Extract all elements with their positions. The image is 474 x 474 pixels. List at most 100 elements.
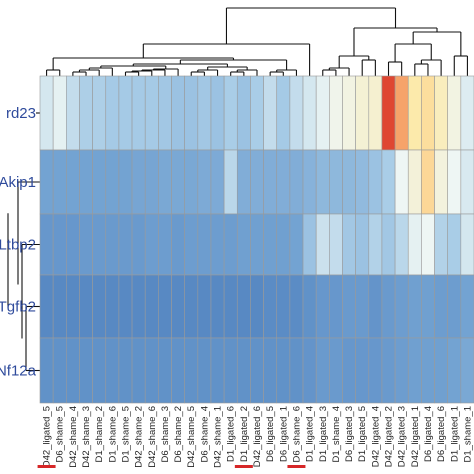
heatmap-cell	[407, 274, 422, 339]
heatmap-cell	[394, 213, 409, 276]
column-label: D6_ligated_3	[344, 406, 355, 462]
column-label: D1_ligated_5	[357, 406, 368, 462]
column-label: D1_shame_2	[94, 406, 105, 463]
heatmap-cell	[210, 337, 225, 404]
heatmap-cell	[447, 213, 462, 276]
heatmap-cell	[315, 75, 330, 151]
heatmap-cell	[236, 274, 251, 339]
heatmap-cell	[52, 75, 67, 151]
heatmap-cell	[236, 75, 251, 151]
heatmap-cell	[39, 149, 54, 215]
heatmap-cell	[158, 213, 172, 276]
heatmap-cell	[131, 337, 146, 404]
heatmap-cell	[368, 337, 383, 404]
row-label: Nf12a	[0, 363, 37, 380]
heatmap-cell	[434, 337, 448, 404]
heatmap-cell	[118, 75, 133, 151]
heatmap-cell	[79, 149, 93, 215]
heatmap-cell	[329, 149, 343, 215]
heatmap-cell	[263, 75, 278, 151]
heatmap-cell	[302, 149, 317, 215]
heatmap-cell	[131, 75, 146, 151]
heatmap-cell	[66, 213, 80, 276]
heatmap-cell	[236, 213, 251, 276]
column-label: D1_ligated_4	[305, 406, 316, 462]
heatmap-cell	[197, 75, 212, 151]
heatmap-cell	[52, 149, 67, 215]
heatmap-cell	[447, 75, 462, 151]
heatmap-cell	[250, 213, 264, 276]
heatmap-cell	[421, 337, 435, 404]
highlight-marker	[37, 465, 56, 468]
row-label: rd23	[6, 105, 36, 122]
heatmap-cell	[421, 213, 435, 276]
heatmap-cell	[315, 274, 330, 339]
heatmap-cell	[276, 149, 291, 215]
heatmap-cell	[329, 213, 343, 276]
heatmap-cell	[447, 337, 462, 404]
heatmap-cell	[342, 274, 356, 339]
heatmap-cell	[355, 274, 370, 339]
heatmap-cell	[315, 213, 330, 276]
heatmap-cell	[197, 337, 212, 404]
heatmap-cell	[184, 337, 199, 404]
column-label: D42_ligated_6	[252, 406, 263, 467]
heatmap-cell	[223, 213, 238, 276]
heatmap-cell	[52, 337, 67, 404]
heatmap-cell	[250, 337, 264, 404]
row-label: Akip1	[0, 174, 36, 191]
heatmap-cell	[131, 213, 146, 276]
heatmap-cell	[92, 337, 107, 404]
heatmap-cell	[368, 213, 383, 276]
column-label: D1_shame_4	[331, 406, 342, 463]
heatmap-cells	[39, 75, 474, 404]
heatmap-cell	[210, 149, 225, 215]
heatmap-cell	[407, 337, 422, 404]
heatmap-cell	[315, 337, 330, 404]
column-label: D42_ligated_1	[410, 406, 421, 467]
heatmap-cell	[263, 149, 278, 215]
heatmap-cell	[289, 75, 304, 151]
heatmap-cell	[394, 274, 409, 339]
heatmap-cell	[302, 337, 317, 404]
heatmap-cell	[342, 149, 356, 215]
heatmap-cell	[223, 75, 238, 151]
heatmap-cell	[92, 213, 107, 276]
heatmap-cell	[144, 337, 159, 404]
heatmap-cell	[79, 75, 93, 151]
heatmap-cell	[79, 274, 93, 339]
heatmap-cell	[355, 149, 370, 215]
heatmap-cell	[39, 75, 54, 151]
heatmap-cell	[197, 149, 212, 215]
heatmap-cell	[460, 75, 474, 151]
heatmap-cell	[223, 274, 238, 339]
heatmap-cell	[66, 337, 80, 404]
highlight-markers	[37, 465, 306, 468]
heatmap-cell	[460, 337, 474, 404]
heatmap-cell	[66, 149, 80, 215]
heatmap-cell	[158, 337, 172, 404]
heatmap-cell	[381, 274, 396, 339]
heatmap-cell	[223, 337, 238, 404]
row-labels: rd23 Akip1 Ltbp2 Tgfb2 Nf12a	[0, 105, 37, 380]
column-label: D1_ligated_2	[239, 406, 250, 462]
heatmap-cell	[289, 149, 304, 215]
heatmap-cell	[184, 149, 199, 215]
heatmap-cell	[329, 337, 343, 404]
heatmap-cell	[263, 337, 278, 404]
heatmap-cell	[355, 337, 370, 404]
heatmap-cell	[197, 213, 212, 276]
heatmap-cell	[184, 213, 199, 276]
heatmap-cell	[223, 149, 238, 215]
heatmap-cell	[171, 75, 185, 151]
heatmap-cell	[394, 75, 409, 151]
column-label: D42_shame_1	[213, 406, 224, 468]
column-label: D42_ligated_3	[397, 406, 408, 467]
heatmap-cell	[302, 75, 317, 151]
heatmap-cell	[447, 149, 462, 215]
heatmap-cell	[210, 274, 225, 339]
heatmap-cell	[421, 75, 435, 151]
column-label: D1_shame_5	[120, 406, 131, 463]
heatmap-cell	[289, 274, 304, 339]
heatmap-cell	[315, 149, 330, 215]
